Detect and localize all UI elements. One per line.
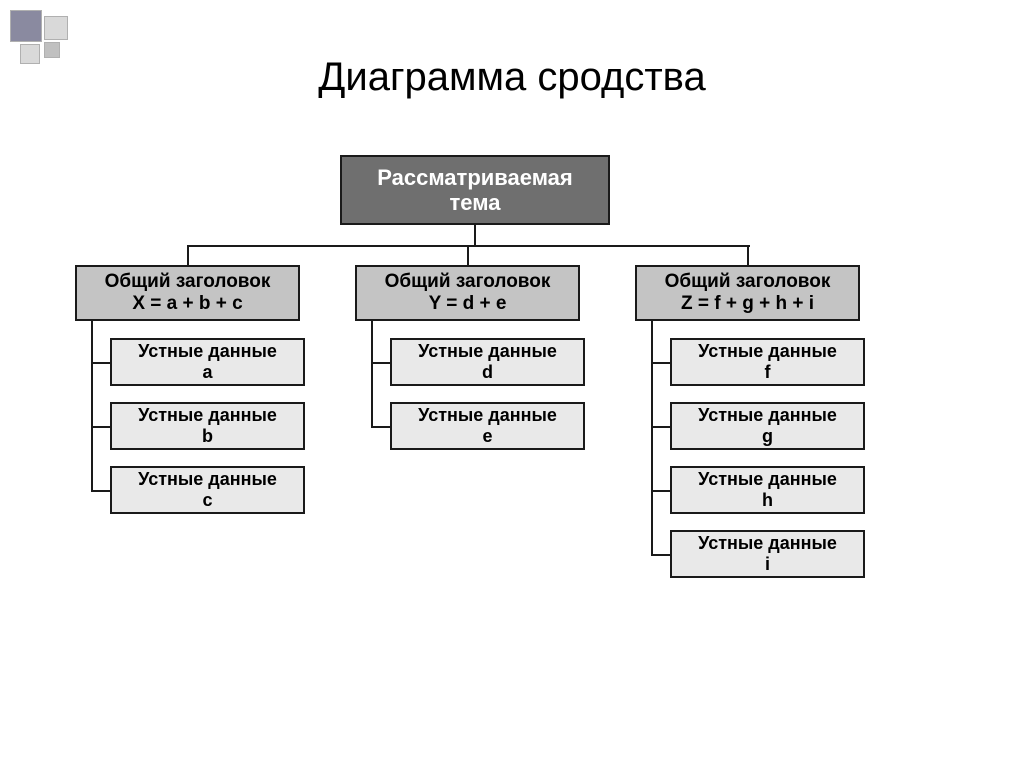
connector: [467, 245, 469, 265]
affinity-diagram: РассматриваемаятемаОбщий заголовокX = a …: [0, 0, 1024, 767]
leaf-node-z-2: Устные данныеh: [670, 466, 865, 514]
group-node-x-line2: X = a + b + c: [132, 293, 242, 315]
connector: [188, 245, 750, 247]
connector: [91, 362, 110, 364]
leaf-node-x-2-line2: c: [202, 490, 212, 511]
leaf-node-y-0-line2: d: [482, 362, 493, 383]
leaf-node-y-1-line2: e: [482, 426, 492, 447]
leaf-node-z-0-line2: f: [765, 362, 771, 383]
leaf-node-y-1: Устные данныеe: [390, 402, 585, 450]
group-node-x-line1: Общий заголовок: [105, 271, 271, 293]
group-node-y-line1: Общий заголовок: [385, 271, 551, 293]
leaf-node-y-1-line1: Устные данные: [418, 405, 557, 426]
leaf-node-z-3-line2: i: [765, 554, 770, 575]
leaf-node-z-0-line1: Устные данные: [698, 341, 837, 362]
connector: [371, 321, 373, 428]
leaf-node-y-0-line1: Устные данные: [418, 341, 557, 362]
leaf-node-x-1-line2: b: [202, 426, 213, 447]
leaf-node-x-1-line1: Устные данные: [138, 405, 277, 426]
leaf-node-x-0-line2: a: [202, 362, 212, 383]
group-node-z-line1: Общий заголовок: [665, 271, 831, 293]
leaf-node-z-1: Устные данныеg: [670, 402, 865, 450]
root-node: Рассматриваемаятема: [340, 155, 610, 225]
connector: [91, 490, 110, 492]
leaf-node-z-3: Устные данныеi: [670, 530, 865, 578]
connector: [651, 490, 670, 492]
leaf-node-x-2: Устные данныеc: [110, 466, 305, 514]
group-node-z-line2: Z = f + g + h + i: [681, 293, 814, 315]
connector: [474, 225, 476, 245]
root-node-line1: Рассматриваемая: [377, 165, 573, 190]
connector: [187, 245, 189, 265]
connector: [91, 426, 110, 428]
group-node-z: Общий заголовокZ = f + g + h + i: [635, 265, 860, 321]
connector: [747, 245, 749, 265]
connector: [91, 321, 93, 492]
leaf-node-y-0: Устные данныеd: [390, 338, 585, 386]
leaf-node-z-1-line2: g: [762, 426, 773, 447]
root-node-line2: тема: [450, 190, 501, 215]
connector: [371, 426, 390, 428]
leaf-node-x-1: Устные данныеb: [110, 402, 305, 450]
connector: [371, 362, 390, 364]
leaf-node-z-3-line1: Устные данные: [698, 533, 837, 554]
connector: [651, 426, 670, 428]
leaf-node-x-2-line1: Устные данные: [138, 469, 277, 490]
group-node-x: Общий заголовокX = a + b + c: [75, 265, 300, 321]
connector: [651, 321, 653, 556]
group-node-y: Общий заголовокY = d + e: [355, 265, 580, 321]
leaf-node-x-0: Устные данныеa: [110, 338, 305, 386]
leaf-node-z-0: Устные данныеf: [670, 338, 865, 386]
leaf-node-z-2-line2: h: [762, 490, 773, 511]
leaf-node-x-0-line1: Устные данные: [138, 341, 277, 362]
group-node-y-line2: Y = d + e: [429, 293, 507, 315]
leaf-node-z-2-line1: Устные данные: [698, 469, 837, 490]
connector: [651, 554, 670, 556]
connector: [651, 362, 670, 364]
leaf-node-z-1-line1: Устные данные: [698, 405, 837, 426]
